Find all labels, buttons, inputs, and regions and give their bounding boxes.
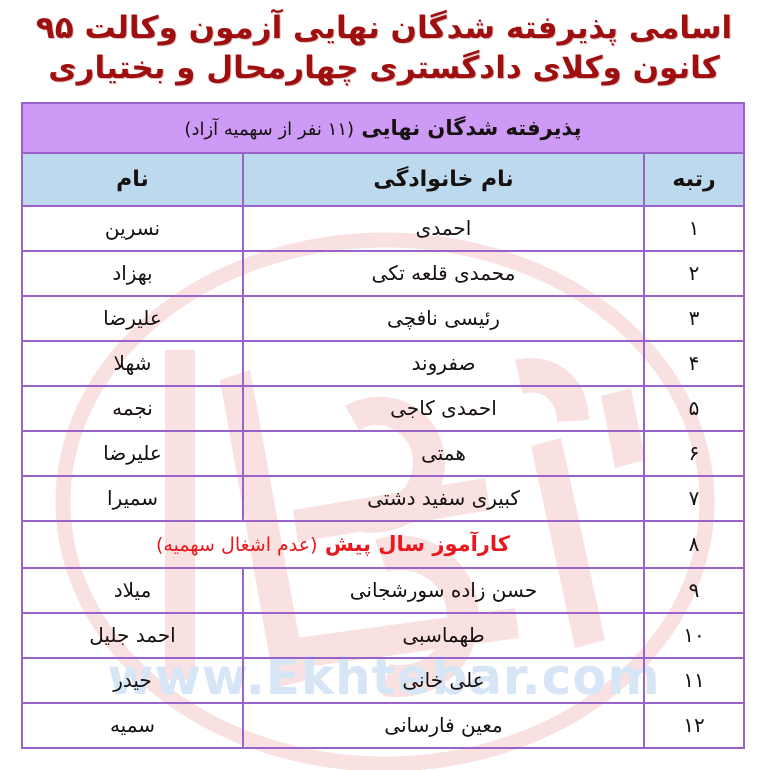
cell-rank: ۴ [643,339,745,387]
cell-family-name: طهماسبی [242,611,645,659]
table-banner-row: پذیرفته شدگان نهایی (۱۱ نفر از سهمیه آزا… [21,101,745,154]
page-title-line-2: کانون وکلای دادگستری چهارمحال و بختیاری [48,50,720,87]
cell-rank: ۳ [643,294,745,342]
cell-first-name: شهلا [21,339,244,387]
table-banner-cell: پذیرفته شدگان نهایی (۱۱ نفر از سهمیه آزا… [21,101,745,154]
table-row: ۳ رئیسی نافچی علیرضا [21,294,745,342]
cell-first-name: نسرین [21,204,244,252]
table-row: ۴ صفروند شهلا [21,339,745,387]
table-banner-main: پذیرفته شدگان نهایی [361,115,582,140]
results-table-container: پذیرفته شدگان نهایی (۱۱ نفر از سهمیه آزا… [21,101,745,749]
table-row: ۱۰ طهماسبی احمد جلیل [21,611,745,659]
cell-family-name: صفروند [242,339,645,387]
column-header-family-name: نام خانوادگی [242,151,645,207]
cell-rank: ۸ [643,519,745,569]
cell-first-name: علیرضا [21,294,244,342]
table-note-row: ۸ کارآموز سال پیش (عدم اشغال سهمیه) [21,519,745,569]
table-row: ۲ محمدی قلعه تکی بهزاد [21,249,745,297]
cell-rank: ۹ [643,566,745,614]
page-title-line-1: اسامی پذیرفته شدگان نهایی آزمون وکالت ۹۵ [35,10,733,46]
accepted-candidates-table: پذیرفته شدگان نهایی (۱۱ نفر از سهمیه آزا… [21,101,745,749]
cell-family-name: معین فارسانی [242,701,645,749]
cell-rank: ۷ [643,474,745,522]
cell-first-name: علیرضا [21,429,244,477]
cell-rank: ۱۰ [643,611,745,659]
table-row: ۱۲ معین فارسانی سمیه [21,701,745,749]
cell-family-name: محمدی قلعه تکی [242,249,645,297]
note-text-paren: (عدم اشغال سهمیه) [155,534,318,557]
table-row: ۶ همتی علیرضا [21,429,745,477]
note-text-main: کارآموز سال پیش [324,532,510,557]
cell-family-name: رئیسی نافچی [242,294,645,342]
cell-first-name: سمیه [21,701,244,749]
cell-rank: ۲ [643,249,745,297]
note-text: کارآموز سال پیش (عدم اشغال سهمیه) [156,532,510,556]
table-banner-sub: (۱۱ نفر از سهمیه آزاد) [184,118,355,140]
table-column-header-row: رتبه نام خانوادگی نام [21,151,745,207]
cell-family-name: احمدی [242,204,645,252]
table-head: پذیرفته شدگان نهایی (۱۱ نفر از سهمیه آزا… [21,101,745,207]
cell-first-name: حیدر [21,656,244,704]
table-row: ۱۱ علی خانی حیدر [21,656,745,704]
cell-family-name: کبیری سفید دشتی [242,474,645,522]
table-row: ۹ حسن زاده سورشجانی میلاد [21,566,745,614]
cell-rank: ۱ [643,204,745,252]
column-header-first-name: نام [21,151,244,207]
cell-note: کارآموز سال پیش (عدم اشغال سهمیه) [21,519,645,569]
cell-rank: ۱۲ [643,701,745,749]
cell-first-name: احمد جلیل [21,611,244,659]
table-row: ۱ احمدی نسرین [21,204,745,252]
cell-first-name: بهزاد [21,249,244,297]
cell-first-name: نجمه [21,384,244,432]
cell-family-name: حسن زاده سورشجانی [242,566,645,614]
cell-family-name: علی خانی [242,656,645,704]
cell-family-name: همتی [242,429,645,477]
cell-first-name: میلاد [21,566,244,614]
cell-first-name: سمیرا [21,474,244,522]
cell-family-name: احمدی کاجی [242,384,645,432]
table-body: ۱ احمدی نسرین ۲ محمدی قلعه تکی بهزاد ۳ رئیسی نا… [21,204,745,749]
cell-rank: ۱۱ [643,656,745,704]
cell-rank: ۶ [643,429,745,477]
table-row: ۵ احمدی کاجی نجمه [21,384,745,432]
column-header-rank: رتبه [643,151,745,207]
page-title: اسامی پذیرفته شدگان نهایی آزمون وکالت ۹۵… [0,0,768,89]
cell-rank: ۵ [643,384,745,432]
table-row: ۷ کبیری سفید دشتی سمیرا [21,474,745,522]
